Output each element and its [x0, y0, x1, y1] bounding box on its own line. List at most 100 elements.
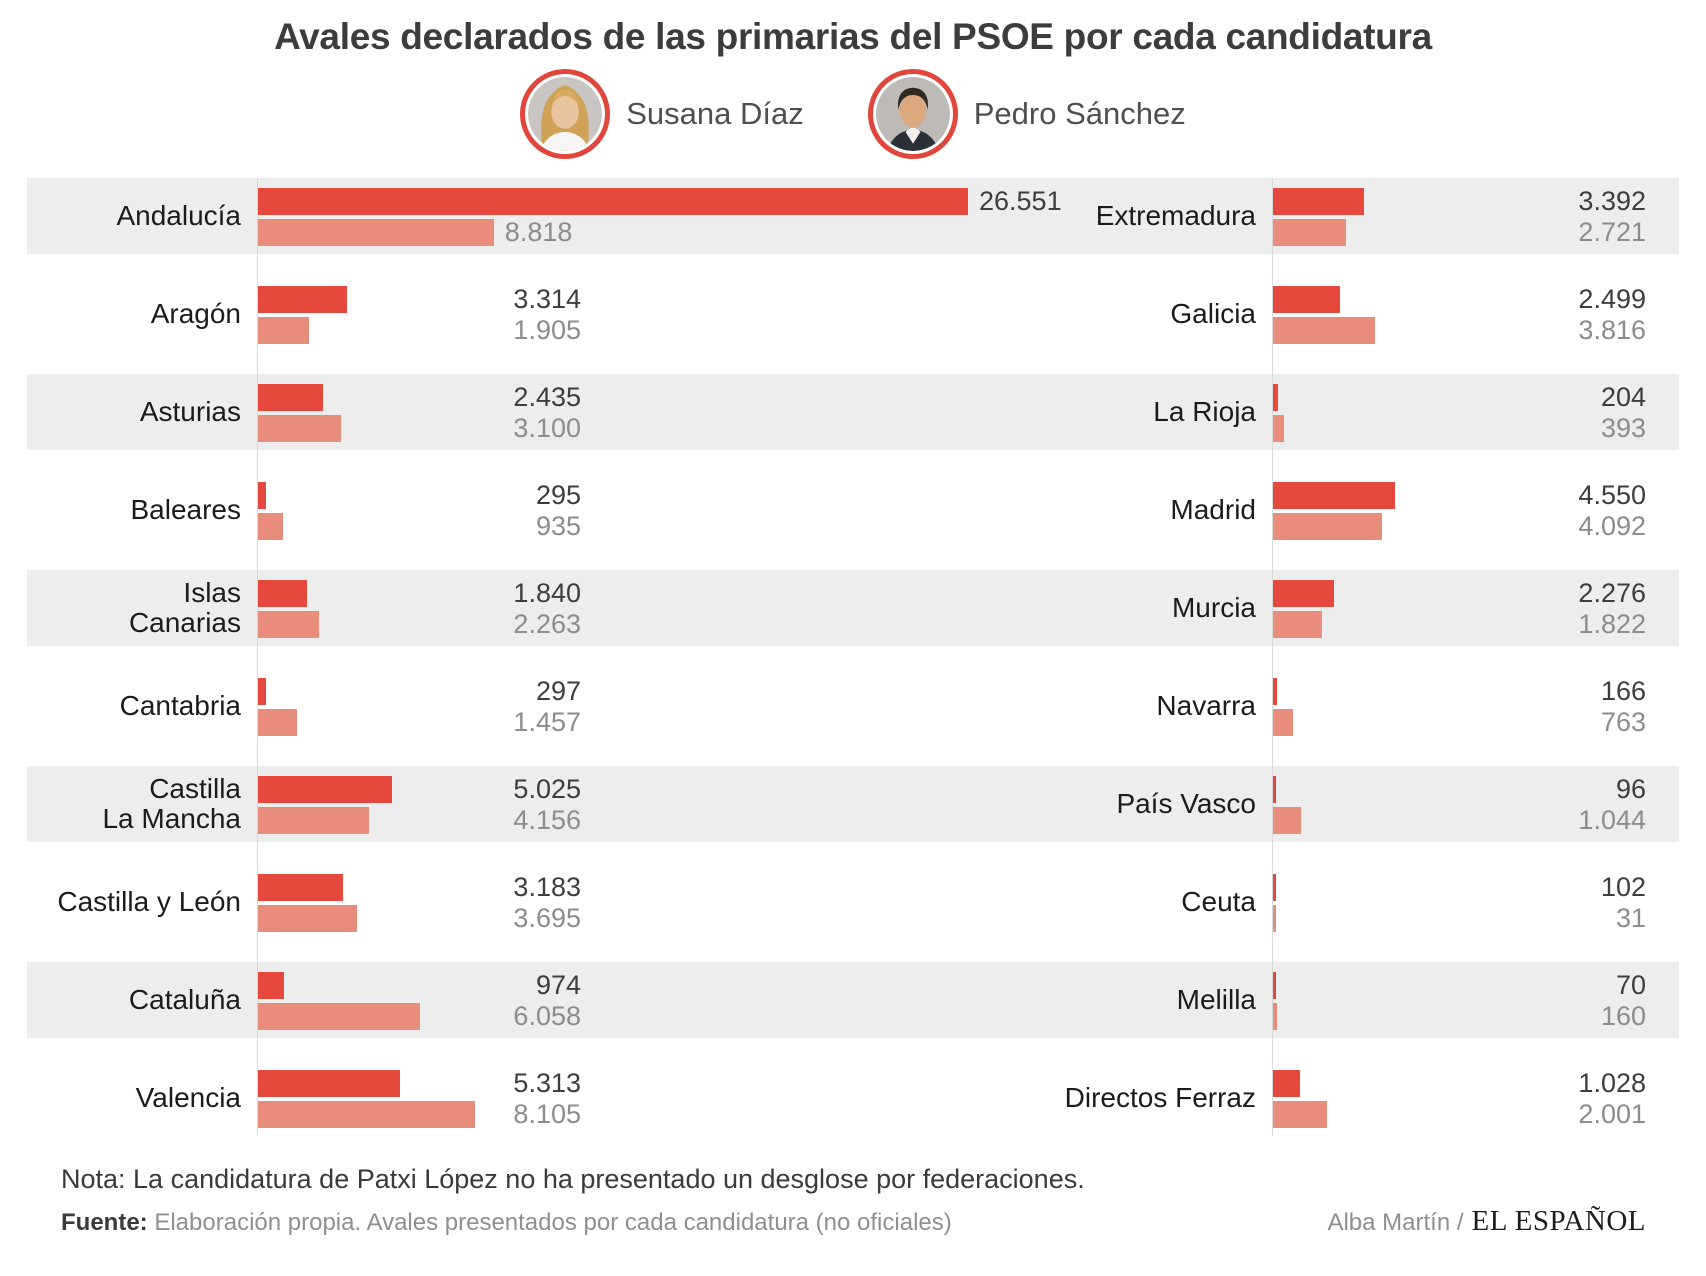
diaz-bar [1273, 286, 1340, 313]
diaz-bar [258, 776, 393, 803]
sanchez-value: 31 [1615, 903, 1646, 933]
bar-group: 297 1.457 [257, 668, 1046, 744]
region-label: Ceuta [1046, 864, 1272, 940]
sanchez-bar [258, 905, 357, 932]
region-label-line: La Mancha [102, 803, 241, 834]
region-label-line: Ceuta [1181, 886, 1256, 917]
region-label: Aragón [27, 276, 257, 352]
region-label-line: Canarias [128, 607, 241, 638]
region-label: Madrid [1046, 472, 1272, 548]
region-label-line: Madrid [1170, 494, 1256, 525]
diaz-value: 5.313 [513, 1068, 581, 1098]
bar-group: 96 1.044 [1272, 766, 1679, 842]
bar-group: 204 393 [1272, 374, 1679, 450]
region-label-line: Islas [183, 577, 241, 608]
region-label-line: Andalucía [116, 200, 241, 231]
diaz-value: 3.183 [513, 872, 581, 902]
diaz-bar [258, 580, 308, 607]
region-label: Andalucía [27, 178, 257, 254]
sanchez-bar [1273, 905, 1276, 932]
sanchez-value: 6.058 [513, 1001, 581, 1031]
bar-group: 5.025 4.156 [257, 766, 1046, 842]
region-label: Melilla [1046, 962, 1272, 1038]
chart-row: Valencia 5.313 8.105 Directos Ferraz 1.028 2.… [27, 1060, 1679, 1136]
sanchez-value: 3.816 [1578, 315, 1646, 345]
axis-line-left [257, 178, 258, 1136]
grouped-bar-chart: Andalucía 26.551 8.818 Extremadura 3.392 2.72… [27, 178, 1679, 1136]
axis-line-right [1272, 178, 1273, 1136]
diaz-value: 5.025 [513, 774, 581, 804]
bar-group: 2.435 3.100 [257, 374, 1046, 450]
region-label: Directos Ferraz [1046, 1060, 1272, 1136]
chart-row: Asturias 2.435 3.100 La Rioja 204 393 [27, 374, 1679, 450]
region-label: La Rioja [1046, 374, 1272, 450]
region-label-line: Extremadura [1095, 200, 1256, 231]
region-label-line: Melilla [1176, 984, 1256, 1015]
diaz-bar [1273, 678, 1278, 705]
sanchez-bar [258, 219, 494, 246]
diaz-bar [1273, 972, 1276, 999]
sanchez-value: 935 [535, 511, 581, 541]
chart-title: Avales declarados de las primarias del P… [274, 16, 1432, 57]
bar-group: 26.551 8.818 [257, 178, 1062, 254]
region-label-line: País Vasco [1116, 788, 1256, 819]
diaz-value: 102 [1600, 872, 1646, 902]
chart-row: Castilla La Mancha 5.025 4.156 País Vasco 96 1… [27, 766, 1679, 842]
note-text: Nota: La candidatura de Patxi López no h… [61, 1164, 1085, 1194]
diaz-value: 70 [1615, 970, 1646, 1000]
region-label-line: Navarra [1156, 690, 1256, 721]
region-label-line: Cantabria [119, 690, 241, 721]
diaz-value: 2.276 [1578, 578, 1646, 608]
diaz-value: 295 [535, 480, 581, 510]
bar-group: 5.313 8.105 [257, 1060, 1046, 1136]
region-label-line: Baleares [130, 494, 241, 525]
region-label-line: Castilla [149, 773, 241, 804]
sanchez-bar [258, 513, 283, 540]
bar-group: 3.392 2.721 [1272, 178, 1679, 254]
sanchez-bar [1273, 513, 1383, 540]
diaz-value: 3.314 [513, 284, 581, 314]
region-label-line: Aragón [150, 298, 241, 329]
credit: Alba Martín / EL ESPAÑOL [1327, 1205, 1646, 1238]
diaz-value: 974 [535, 970, 581, 1000]
sanchez-bar [1273, 709, 1294, 736]
pedro-sanchez-photo [867, 69, 958, 159]
diaz-value: 2.499 [1578, 284, 1646, 314]
region-label-line: Galicia [1170, 298, 1256, 329]
bar-group: 3.183 3.695 [257, 864, 1046, 940]
sanchez-bar [1273, 1101, 1327, 1128]
diaz-bar [258, 286, 347, 313]
diaz-bar [258, 482, 266, 509]
el-espanol-logo: EL ESPAÑOL [1471, 1205, 1646, 1237]
diaz-bar [258, 874, 344, 901]
bar-group: 974 6.058 [257, 962, 1046, 1038]
region-label: Asturias [27, 374, 257, 450]
bar-group: 166 763 [1272, 668, 1679, 744]
diaz-value: 96 [1615, 774, 1646, 804]
sanchez-value: 4.092 [1578, 511, 1646, 541]
source-row: Fuente: Elaboración propia. Avales prese… [61, 1205, 1646, 1238]
diaz-bar [1273, 384, 1279, 411]
diaz-value: 4.550 [1578, 480, 1646, 510]
diaz-bar [258, 1070, 401, 1097]
diaz-bar [258, 972, 285, 999]
sanchez-value: 2.263 [513, 609, 581, 639]
diaz-bar [1273, 580, 1334, 607]
bar-group: 4.550 4.092 [1272, 472, 1679, 548]
region-label-line: Directos Ferraz [1064, 1082, 1256, 1113]
region-label: País Vasco [1046, 766, 1272, 842]
bar-group: 2.499 3.816 [1272, 276, 1679, 352]
chart-row: Aragón 3.314 1.905 Galicia 2.499 3.816 [27, 276, 1679, 352]
diaz-value: 204 [1600, 382, 1646, 412]
sanchez-bar [258, 709, 297, 736]
sanchez-value: 8.818 [504, 217, 573, 247]
diaz-bar [1273, 874, 1276, 901]
sanchez-value: 1.822 [1578, 609, 1646, 639]
sanchez-bar [258, 1003, 420, 1030]
sanchez-bar [1273, 415, 1284, 442]
bar-group: 102 31 [1272, 864, 1679, 940]
diaz-value: 166 [1600, 676, 1646, 706]
sanchez-bar [1273, 1003, 1278, 1030]
bar-group: 1.028 2.001 [1272, 1060, 1679, 1136]
region-label: Valencia [27, 1060, 257, 1136]
